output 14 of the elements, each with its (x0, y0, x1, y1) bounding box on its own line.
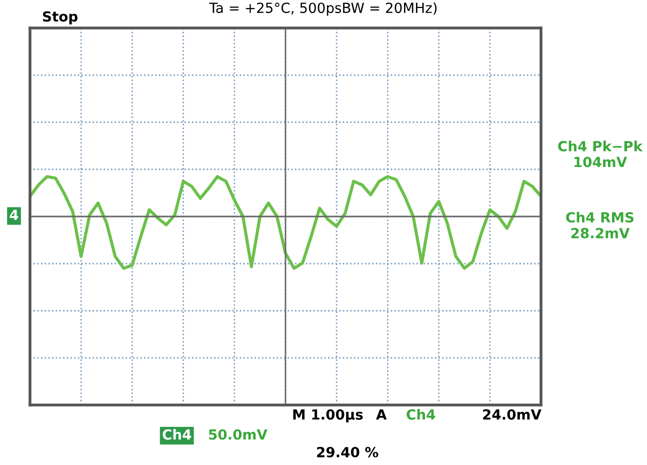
text: M 1.00µs (293, 409, 363, 422)
chart-title: Ta = +25°C, 500psBW = 20MHz) (209, 2, 437, 16)
text: Stop (42, 11, 78, 24)
text: Ch4 (162, 428, 192, 440)
text: 29.40 % (317, 446, 378, 458)
text: 50.0mV (209, 429, 268, 440)
text: Ch4 Pk−Pk (558, 140, 643, 152)
text: 28.2mV (571, 228, 630, 238)
text: A (376, 409, 387, 420)
text: 24.0mV (483, 409, 542, 420)
text: 4 (10, 210, 18, 220)
text: Ch4 (406, 408, 436, 420)
text: Ch4 RMS (566, 212, 634, 223)
text: 104mV (574, 156, 628, 168)
